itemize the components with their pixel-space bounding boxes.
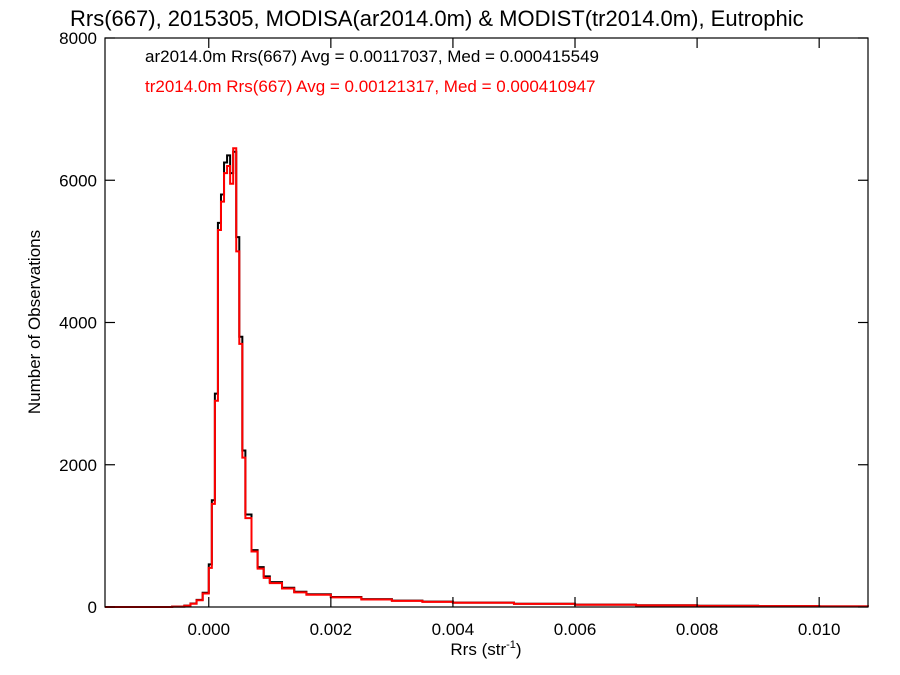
series-layer — [105, 147, 869, 608]
y-tick-label: 2000 — [59, 456, 97, 475]
legend-entry-tr: tr2014.0m Rrs(667) Avg = 0.00121317, Med… — [145, 77, 596, 96]
x-axis-label-superscript: -1 — [506, 639, 516, 651]
series-line-tr2014.0m — [105, 147, 869, 608]
chart-title: Rrs(667), 2015305, MODISA(ar2014.0m) & M… — [70, 6, 804, 31]
x-tick-label: 0.000 — [187, 620, 230, 639]
x-axis-label-base: Rrs (str — [450, 640, 506, 659]
plot-frame — [104, 37, 869, 608]
y-tick-label: 0 — [88, 598, 97, 617]
y-tick-label: 8000 — [59, 29, 97, 48]
x-tick-label: 0.002 — [310, 620, 353, 639]
x-axis: 0.000 0.002 0.004 0.006 0.008 0.010 — [187, 38, 840, 639]
y-tick-label: 4000 — [59, 314, 97, 333]
x-axis-label: Rrs (str-1) — [450, 639, 521, 659]
series-line-ar2014.0m — [105, 150, 869, 608]
x-tick-label: 0.006 — [554, 620, 597, 639]
x-tick-label: 0.004 — [432, 620, 475, 639]
y-axis-label: Number of Observations — [25, 230, 44, 414]
x-tick-label: 0.010 — [798, 620, 841, 639]
y-axis: 0 2000 4000 6000 8000 — [59, 29, 868, 617]
x-axis-label-end: ) — [516, 640, 522, 659]
y-tick-label: 6000 — [59, 171, 97, 190]
x-tick-label: 0.008 — [676, 620, 719, 639]
legend-entry-ar: ar2014.0m Rrs(667) Avg = 0.00117037, Med… — [145, 47, 599, 66]
